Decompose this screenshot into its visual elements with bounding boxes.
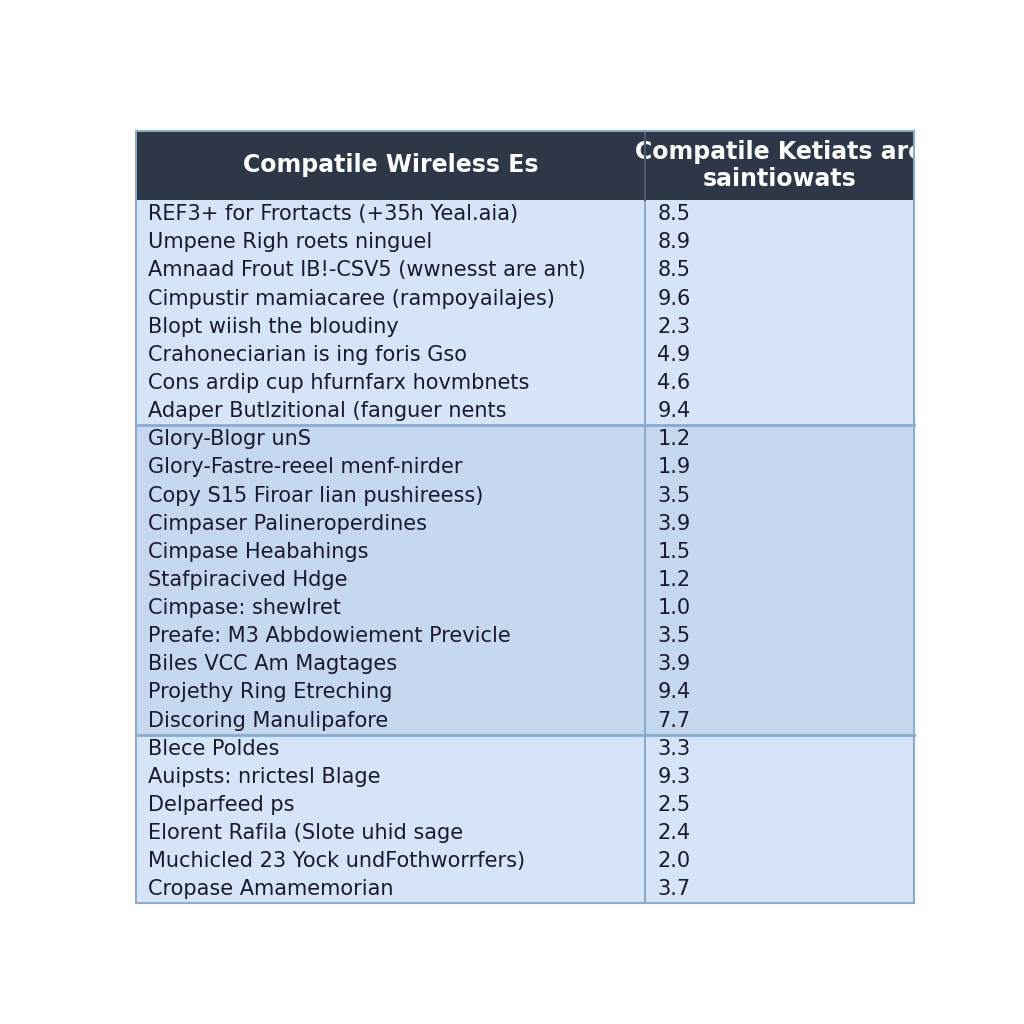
- Text: 1.5: 1.5: [657, 542, 690, 562]
- Text: Compatile Ketiats are
saintiowats: Compatile Ketiats are saintiowats: [635, 139, 924, 191]
- Text: 9.4: 9.4: [657, 682, 690, 702]
- Text: Blece Poldes: Blece Poldes: [147, 738, 280, 759]
- Text: Crahoneciarian is ing foris Gso: Crahoneciarian is ing foris Gso: [147, 345, 467, 365]
- Text: Elorent Rafila (Slote uhid sage: Elorent Rafila (Slote uhid sage: [147, 823, 463, 843]
- Text: Cimpase Heabahings: Cimpase Heabahings: [147, 542, 369, 562]
- Text: Projethy Ring Etreching: Projethy Ring Etreching: [147, 682, 392, 702]
- Text: Cropase Amamemorian: Cropase Amamemorian: [147, 880, 393, 899]
- Text: 2.0: 2.0: [657, 851, 690, 871]
- Text: 1.2: 1.2: [657, 429, 690, 450]
- Text: 3.7: 3.7: [657, 880, 690, 899]
- Bar: [136, 200, 913, 425]
- Text: 1.2: 1.2: [657, 570, 690, 590]
- Text: 3.3: 3.3: [657, 738, 690, 759]
- Text: 3.9: 3.9: [657, 514, 690, 534]
- Text: REF3+ for Frortacts (+35h Yeal.aia): REF3+ for Frortacts (+35h Yeal.aia): [147, 204, 518, 224]
- Text: 8.5: 8.5: [657, 204, 690, 224]
- Text: Cons ardip cup hfurnfarx hovmbnets: Cons ardip cup hfurnfarx hovmbnets: [147, 373, 529, 393]
- Text: Adaper Butlzitional (fanguer nents: Adaper Butlzitional (fanguer nents: [147, 401, 506, 421]
- Text: 9.6: 9.6: [657, 289, 690, 308]
- Text: Delparfeed ps: Delparfeed ps: [147, 795, 294, 815]
- Text: Auipsts: nrictesl Blage: Auipsts: nrictesl Blage: [147, 767, 380, 786]
- Text: 3.5: 3.5: [657, 627, 690, 646]
- Text: Compatile Wireless Es: Compatile Wireless Es: [243, 154, 539, 177]
- Text: 1.9: 1.9: [657, 458, 690, 477]
- Text: Preafe: M3 Abbdowiement Previcle: Preafe: M3 Abbdowiement Previcle: [147, 627, 511, 646]
- Text: 7.7: 7.7: [657, 711, 690, 730]
- Text: 3.9: 3.9: [657, 654, 690, 675]
- Text: Cimpaser Palineroperdines: Cimpaser Palineroperdines: [147, 514, 427, 534]
- Text: Glory-Blogr unS: Glory-Blogr unS: [147, 429, 311, 450]
- Text: 2.3: 2.3: [657, 316, 690, 337]
- Text: Copy S15 Firoar lian pushireess): Copy S15 Firoar lian pushireess): [147, 485, 483, 506]
- Text: Cimpase: shewlret: Cimpase: shewlret: [147, 598, 341, 618]
- Text: 3.5: 3.5: [657, 485, 690, 506]
- Text: Blopt wiish the bloudiny: Blopt wiish the bloudiny: [147, 316, 398, 337]
- Text: 9.3: 9.3: [657, 767, 690, 786]
- Text: 9.4: 9.4: [657, 401, 690, 421]
- Bar: [136, 131, 913, 200]
- Text: Amnaad Frout IB!-CSV5 (wwnesst are ant): Amnaad Frout IB!-CSV5 (wwnesst are ant): [147, 260, 586, 281]
- Text: 1.0: 1.0: [657, 598, 690, 618]
- Text: Biles VCC Am Magtages: Biles VCC Am Magtages: [147, 654, 397, 675]
- Text: Discoring Manulipafore: Discoring Manulipafore: [147, 711, 388, 730]
- Text: Umpene Righ roets ninguel: Umpene Righ roets ninguel: [147, 232, 432, 252]
- Text: 2.4: 2.4: [657, 823, 690, 843]
- Text: 8.9: 8.9: [657, 232, 690, 252]
- Text: Stafpiracived Hdge: Stafpiracived Hdge: [147, 570, 347, 590]
- Text: 4.6: 4.6: [657, 373, 690, 393]
- Text: Muchicled 23 Yock undFothworrfers): Muchicled 23 Yock undFothworrfers): [147, 851, 525, 871]
- Text: Cimpustir mamiacaree (rampoyailajes): Cimpustir mamiacaree (rampoyailajes): [147, 289, 555, 308]
- Bar: [136, 734, 913, 903]
- Text: 4.9: 4.9: [657, 345, 690, 365]
- Text: 8.5: 8.5: [657, 260, 690, 281]
- Text: Glory-Fastre-reeel menf-nirder: Glory-Fastre-reeel menf-nirder: [147, 458, 463, 477]
- Bar: [136, 425, 913, 734]
- Text: 2.5: 2.5: [657, 795, 690, 815]
